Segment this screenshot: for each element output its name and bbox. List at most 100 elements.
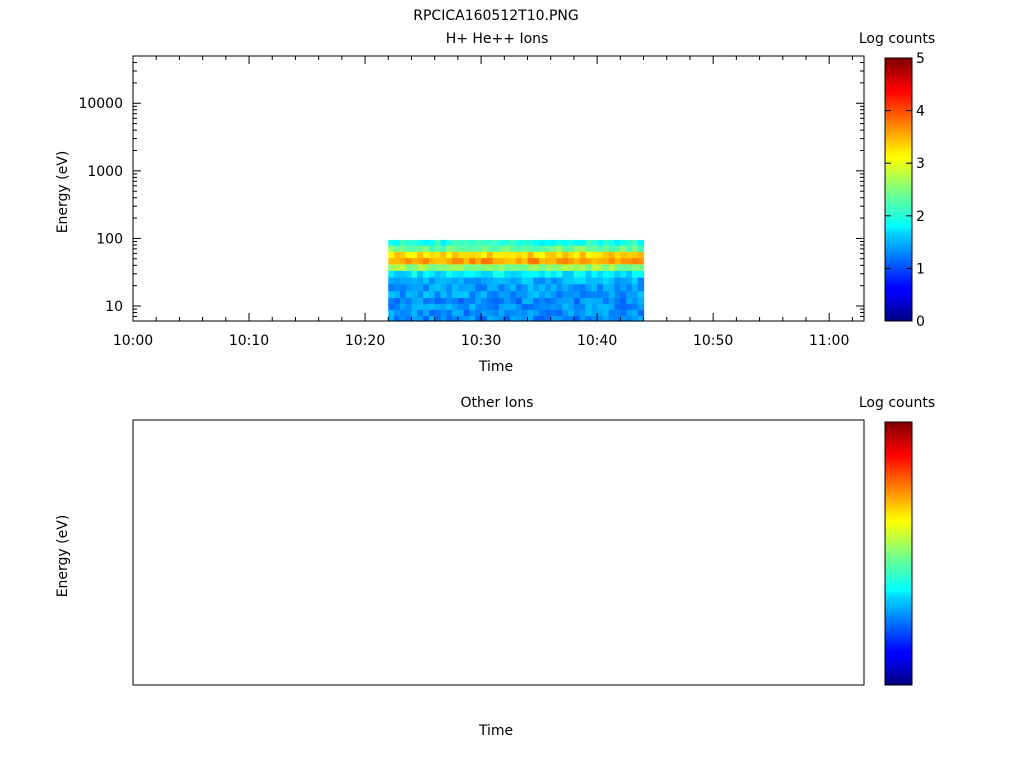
heatmap-cell: [428, 309, 436, 317]
heatmap-cell: [388, 270, 395, 278]
heatmap-cell: [434, 290, 442, 298]
heatmap-cell: [475, 303, 482, 310]
heatmap-cell: [504, 277, 511, 285]
heatmap-cell: [579, 263, 587, 271]
heatmap-cell: [614, 245, 621, 252]
heatmap-cell: [440, 303, 447, 310]
heatmap-cell: [626, 277, 633, 285]
heatmap-cell: [626, 283, 633, 292]
heatmap-cell: [510, 303, 517, 310]
heatmap-cell: [562, 257, 569, 265]
heatmap-cell: [515, 245, 523, 252]
heatmap-cell: [614, 263, 621, 271]
heatmap-cell: [573, 297, 581, 304]
heatmap-cell: [434, 303, 442, 310]
heatmap-cell: [486, 257, 494, 265]
heatmap-cell: [515, 290, 523, 298]
heatmap-cell: [568, 303, 575, 310]
heatmap-cell: [434, 283, 442, 292]
heatmap-cell: [539, 309, 546, 317]
heatmap-cell: [562, 303, 569, 310]
heatmap-cell: [492, 290, 500, 298]
heatmap-cell: [614, 270, 621, 278]
heatmap-cell: [579, 303, 587, 310]
heatmap-cell: [562, 263, 569, 271]
heatmap-cell: [492, 270, 500, 278]
heatmap-cell: [539, 251, 546, 259]
heatmap-cell: [446, 245, 453, 252]
heatmap-cell: [417, 297, 424, 304]
heatmap-cell: [446, 251, 453, 259]
heatmap-cell: [556, 303, 563, 310]
colorbar-tick-label: 4: [916, 104, 925, 120]
heatmap-cell: [440, 257, 447, 265]
heatmap-cell: [573, 290, 581, 298]
heatmap-cell: [620, 290, 627, 298]
heatmap-cell: [388, 297, 395, 304]
heatmap-cell: [475, 290, 482, 298]
heatmap-cell: [579, 277, 587, 285]
heatmap-cell: [504, 245, 511, 252]
heatmap-cell: [452, 263, 459, 271]
y-tick-labels: 10 100 1000 10000: [78, 96, 123, 315]
heatmap-cell: [510, 245, 517, 252]
heatmap-cell: [486, 239, 494, 246]
heatmap-cell: [544, 277, 552, 285]
heatmap-cell: [620, 270, 627, 278]
heatmap-cell: [608, 251, 616, 259]
heatmap-cell: [417, 239, 424, 246]
heatmap-cell: [585, 245, 592, 252]
heatmap-cell: [440, 297, 447, 304]
heatmap-cell: [568, 245, 575, 252]
heatmap-cell: [417, 270, 424, 278]
heatmap-cell: [463, 303, 471, 310]
heatmap-cell: [556, 290, 563, 298]
heatmap-cell: [486, 277, 494, 285]
heatmap-cell: [405, 257, 413, 265]
heatmap-cell: [579, 245, 587, 252]
heatmap-cell: [452, 283, 459, 292]
heatmap-cell: [631, 257, 639, 265]
heatmap-cell: [428, 290, 436, 298]
heatmap-cell: [533, 315, 540, 322]
heatmap-cell: [597, 315, 604, 322]
heatmap-cell: [556, 283, 563, 292]
heatmap-cell: [585, 270, 592, 278]
heatmap-cell: [469, 297, 476, 304]
heatmap-cell: [608, 309, 616, 317]
heatmap-cell: [562, 245, 569, 252]
heatmap-cell: [533, 309, 540, 317]
heatmap-cell: [597, 270, 604, 278]
heatmap-cell: [631, 297, 639, 304]
heatmap-cell: [481, 297, 488, 304]
heatmap-cell: [556, 239, 563, 246]
heatmap-cell: [411, 297, 418, 304]
heatmap-cell: [510, 309, 517, 317]
heatmap-cell: [515, 251, 523, 259]
heatmap-cell: [631, 315, 639, 322]
heatmap-cell: [423, 283, 430, 292]
heatmap-cell: [568, 283, 575, 292]
heatmap-cell: [539, 239, 546, 246]
heatmap-cell: [539, 283, 546, 292]
heatmap-cell: [405, 290, 413, 298]
y-tick-label: 100: [96, 231, 123, 247]
heatmap-cell: [597, 297, 604, 304]
heatmap-cell: [579, 283, 587, 292]
heatmap-cell: [440, 263, 447, 271]
heatmap-cell: [550, 239, 558, 246]
heatmap-cell: [411, 257, 418, 265]
heatmap-cell: [521, 283, 529, 292]
heatmap-cell: [440, 315, 447, 322]
heatmap-cell: [463, 309, 471, 317]
heatmap-cell: [510, 290, 517, 298]
heatmap-cell: [492, 309, 500, 317]
heatmap-cell: [585, 283, 592, 292]
heatmap-cell: [544, 315, 552, 322]
heatmap-cell: [562, 251, 569, 259]
heatmap-cell: [591, 263, 598, 271]
heatmap-cell: [405, 297, 413, 304]
heatmap-cell: [626, 257, 633, 265]
heatmap-cell: [515, 270, 523, 278]
heatmap-cell: [423, 245, 430, 252]
